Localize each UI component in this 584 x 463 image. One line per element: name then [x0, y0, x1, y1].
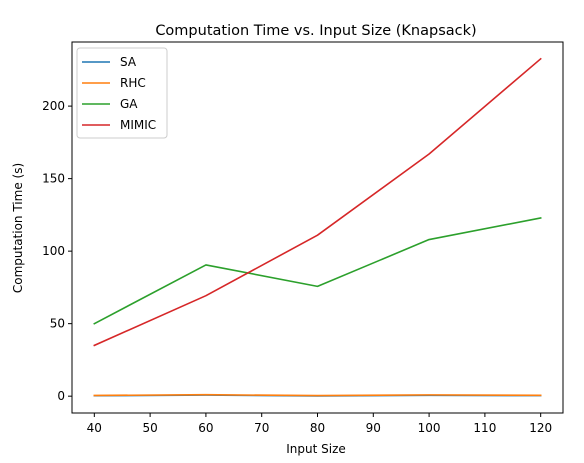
y-axis-title: Computation Time (s) [11, 163, 25, 293]
legend-label-mimic: MIMIC [120, 118, 156, 132]
x-tick-label: 70 [254, 421, 269, 435]
legend-box [76, 47, 168, 139]
y-tick-label: 0 [57, 389, 65, 403]
x-tick-label: 60 [198, 421, 213, 435]
x-tick-label: 50 [142, 421, 157, 435]
x-axis-ticks: 40 50 60 70 80 90 100 110 120 [87, 413, 552, 435]
legend-label-sa: SA [120, 55, 137, 69]
x-tick-label: 90 [366, 421, 381, 435]
x-tick-label: 100 [418, 421, 441, 435]
series-line-rhc [93, 393, 542, 397]
x-tick-label: 110 [473, 421, 496, 435]
y-tick-label: 150 [42, 172, 65, 186]
legend-label-rhc: RHC [120, 76, 146, 90]
y-tick-label: 200 [42, 99, 65, 113]
legend: SA RHC GA MIMIC [76, 47, 168, 139]
x-tick-label: 120 [529, 421, 552, 435]
chart-title: Computation Time vs. Input Size (Knapsac… [155, 23, 476, 39]
x-tick-label: 80 [310, 421, 325, 435]
series-line-ga [93, 216, 542, 325]
series-layer [93, 57, 542, 397]
x-tick-label: 40 [87, 421, 102, 435]
y-axis-ticks: 0 50 100 150 200 [42, 99, 72, 403]
y-tick-label: 100 [42, 244, 65, 258]
x-axis-title: Input Size [286, 442, 346, 456]
legend-label-ga: GA [120, 97, 138, 111]
y-tick-label: 50 [50, 317, 65, 331]
series-line-mimic [93, 57, 542, 347]
